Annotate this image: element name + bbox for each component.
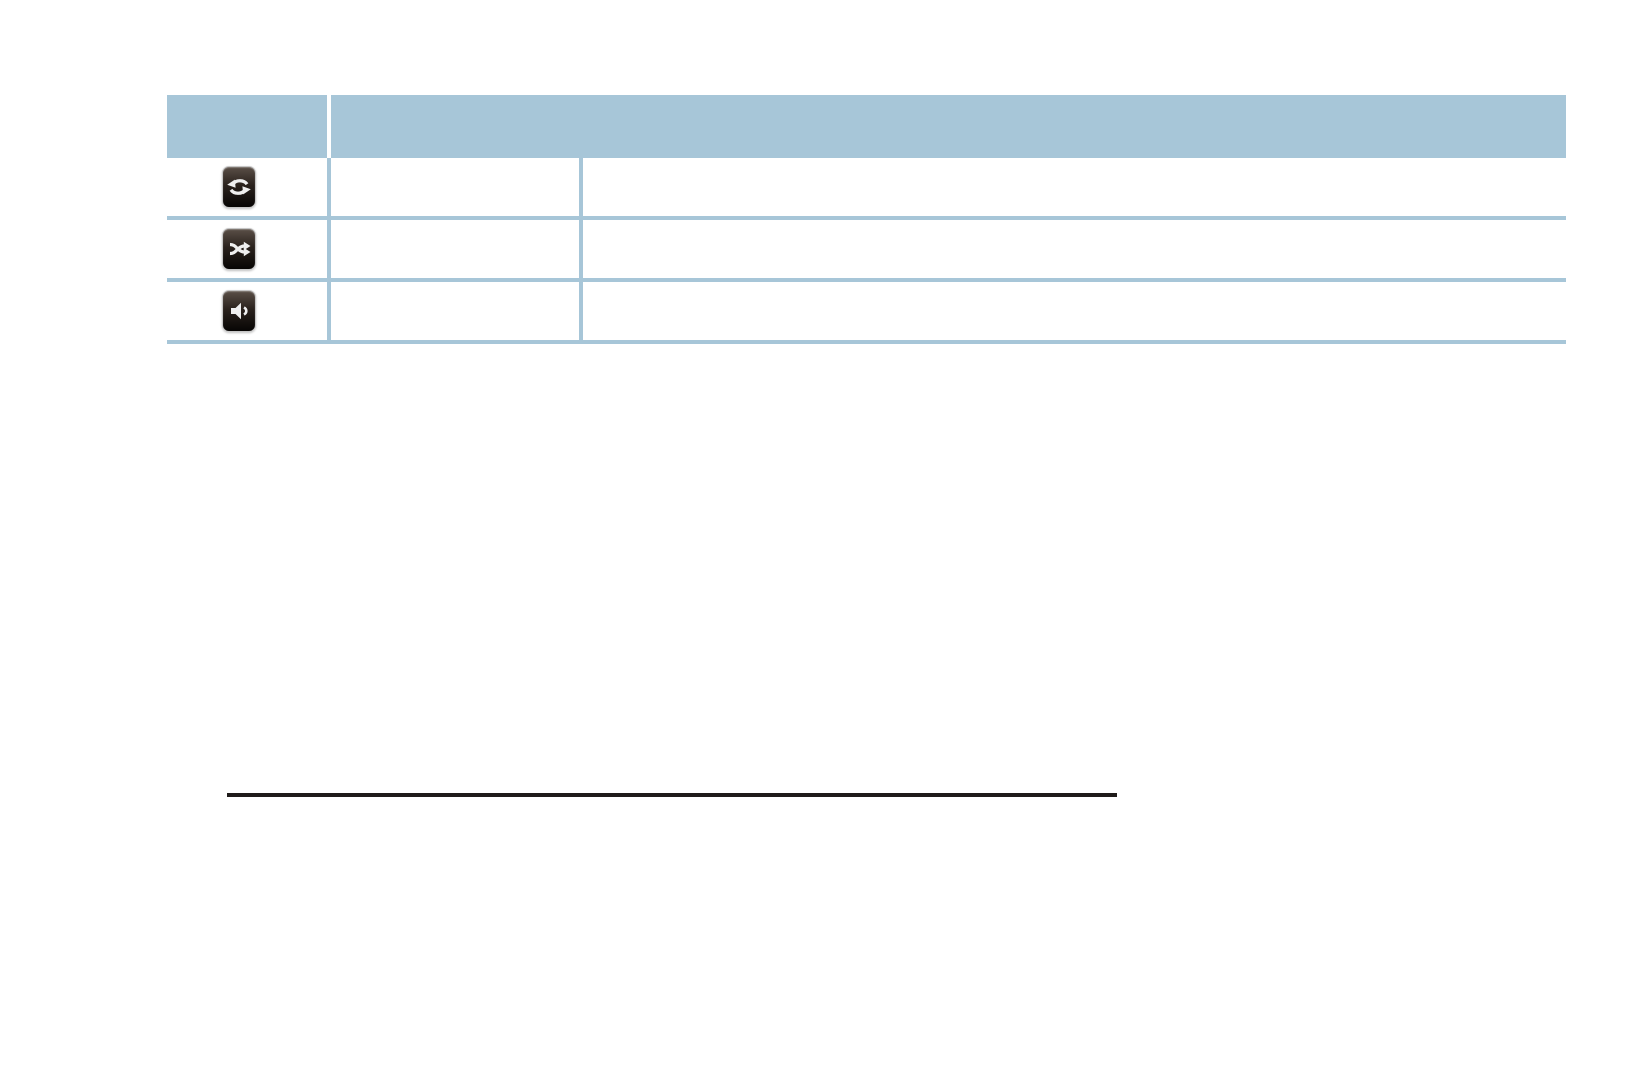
shuffle-button (222, 228, 256, 270)
speaker-icon (231, 302, 248, 320)
table-cell-description (583, 282, 1566, 340)
repeat-icon (227, 179, 251, 195)
table-cell-description (583, 158, 1566, 216)
table-cell-icon (167, 158, 331, 216)
media-controls-table (167, 95, 1566, 344)
table-cell-setting (331, 220, 583, 278)
table-row (167, 282, 1566, 344)
section-divider-line (227, 793, 1117, 797)
table-header-row (167, 95, 1566, 158)
speaker-button (222, 290, 256, 332)
table-row (167, 158, 1566, 220)
table-cell-icon (167, 282, 331, 340)
table-cell-description (583, 220, 1566, 278)
table-header-icon-col (167, 95, 327, 158)
table-cell-icon (167, 220, 331, 278)
table-cell-setting (331, 282, 583, 340)
table-cell-setting (331, 158, 583, 216)
shuffle-icon (229, 241, 251, 257)
table-header-main-col (331, 95, 1566, 158)
table-row (167, 220, 1566, 282)
repeat-button (222, 166, 256, 208)
